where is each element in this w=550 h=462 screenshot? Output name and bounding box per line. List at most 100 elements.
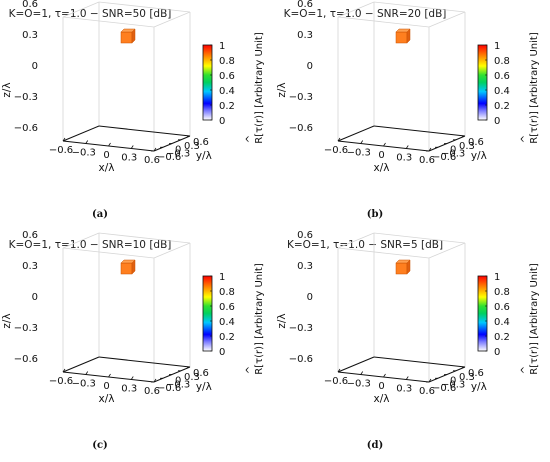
- floor-edge: [373, 356, 466, 368]
- y-tick-label: 0: [175, 145, 181, 156]
- floor-edge: [337, 356, 375, 373]
- colorbar-label-hat: ^: [245, 135, 256, 143]
- x-tick-mark: [130, 145, 134, 149]
- z-axis-label: z/λ: [276, 313, 288, 328]
- data-point: [120, 28, 136, 44]
- y-tick-label: 0.3: [184, 141, 200, 152]
- colorbar-label: R[τ(r)] [Arbitrary Unit]: [254, 263, 265, 375]
- x-tick-mark: [383, 142, 386, 147]
- z-tick-label: 0.6: [22, 230, 38, 241]
- chart-title: K=O=1, τ=1.0 − SNR=20 [dB]: [283, 8, 447, 20]
- colorbar-label: R[τ(r)] [Arbitrary Unit]: [529, 32, 540, 144]
- x-tick-mark: [405, 145, 409, 149]
- y-tick-label: 0.3: [184, 372, 200, 383]
- x-tick-mark: [428, 147, 432, 152]
- colorbar: [477, 275, 488, 352]
- y-tick-label: −0.6: [432, 152, 456, 163]
- z-tick-label: 0.3: [22, 261, 38, 272]
- bounding-box-edge: [98, 1, 191, 13]
- bounding-box-edge: [337, 232, 375, 249]
- z-tick-label: 0.3: [22, 30, 38, 41]
- z-tick-label: −0.3: [289, 323, 313, 334]
- y-tick-label: −0.6: [157, 152, 181, 163]
- x-tick-label: 0: [103, 381, 109, 392]
- x-axis-label: x/λ: [374, 393, 390, 405]
- bounding-box-edge: [337, 1, 375, 18]
- colorbar-label-hat: ^: [245, 366, 256, 374]
- x-tick-label: 0.6: [419, 155, 435, 166]
- colorbar-tick-label: 0.6: [494, 71, 510, 82]
- floor-edge: [98, 356, 191, 368]
- x-axis-label: x/λ: [374, 162, 390, 174]
- colorbar-tick-label: 0.2: [494, 101, 510, 112]
- colorbar-tick-label: 0: [494, 116, 500, 127]
- z-tick-label: 0.3: [297, 261, 313, 272]
- y-tick-label: −0.3: [166, 379, 190, 390]
- colorbar-tick-label: 0.8: [219, 287, 235, 298]
- chart-plot: −0.6−0.3 0 0.3 0.6x/λ−0.6−0.30 0.30.6y/λ0.60…: [1, 0, 265, 174]
- colorbar-tick-label: 0: [219, 116, 225, 127]
- y-tick-label: 0.6: [193, 368, 209, 379]
- colorbar: [477, 44, 488, 121]
- colorbar-tick-label: 0.6: [219, 302, 235, 313]
- colorbar-tick-label: 0.8: [494, 287, 510, 298]
- z-tick-label: 0.6: [22, 0, 38, 10]
- panel-caption: (b): [366, 209, 384, 220]
- z-axis-label: z/λ: [276, 82, 288, 97]
- chart-plot: −0.6−0.3 0 0.3 0.6x/λ−0.6−0.30 0.30.6y/λ0.60…: [276, 0, 540, 174]
- floor-edge: [62, 356, 100, 373]
- bounding-box-edge: [98, 232, 191, 244]
- chart-title: K=O=1, τ=1.0 − SNR=5 [dB]: [286, 239, 444, 251]
- z-tick-label: −0.6: [289, 123, 313, 134]
- chart-plot: −0.6−0.3 0 0.3 0.6x/λ−0.6−0.30 0.30.6y/λ0.60…: [276, 230, 540, 405]
- z-tick-label: −0.6: [14, 354, 38, 365]
- x-axis-label: x/λ: [99, 162, 115, 174]
- y-axis-label: y/λ: [196, 150, 212, 162]
- z-tick-label: 0.6: [297, 230, 313, 241]
- y-tick-label: −0.6: [157, 383, 181, 394]
- x-tick-mark: [360, 140, 364, 144]
- bounding-box-edge: [373, 1, 466, 13]
- y-tick-label: −0.3: [166, 148, 190, 159]
- z-tick-label: 0.3: [297, 30, 313, 41]
- colorbar-tick-label: 1: [494, 41, 500, 52]
- y-tick-label: −0.3: [441, 148, 465, 159]
- y-tick-label: 0: [175, 376, 181, 387]
- x-tick-label: 0.3: [121, 384, 137, 395]
- chart-panel-a: K=O=1, τ=1.0 − SNR=50 [dB] −0.6 −0.3 0 0.3 0…: [0, 0, 275, 231]
- bounding-box-edge: [62, 16, 155, 28]
- x-tick-label: 0: [378, 381, 384, 392]
- x-tick-mark: [85, 371, 89, 375]
- x-tick-mark: [360, 371, 364, 375]
- colorbar-tick-label: 0: [219, 347, 225, 358]
- data-point: [395, 28, 411, 44]
- colorbar-tick-label: 0.4: [494, 86, 510, 97]
- x-tick-label: 0.6: [144, 386, 160, 397]
- z-tick-label: −0.3: [14, 323, 38, 334]
- x-tick-mark: [153, 378, 157, 383]
- floor-edge: [62, 125, 100, 142]
- x-tick-mark: [62, 368, 66, 373]
- z-tick-label: 0: [307, 61, 313, 72]
- z-axis-label: z/λ: [1, 313, 13, 328]
- z-tick-label: −0.3: [14, 92, 38, 103]
- bounding-box-edge: [428, 11, 466, 28]
- y-axis-label: y/λ: [196, 381, 212, 393]
- y-tick-label: 0.6: [468, 368, 484, 379]
- colorbar-tick-label: 1: [219, 41, 225, 52]
- panel-caption: (d): [366, 440, 384, 451]
- colorbar: [202, 275, 213, 352]
- x-tick-mark: [108, 142, 111, 147]
- x-tick-mark: [62, 137, 66, 142]
- x-tick-label: −0.3: [347, 379, 371, 390]
- chart-panel-d: K=O=1, τ=1.0 − SNR=5 [dB] −0.6 −0.3 0 0.3 0.…: [275, 230, 550, 462]
- colorbar-tick-label: 0.8: [494, 56, 510, 67]
- floor-edge: [337, 125, 375, 142]
- x-tick-label: 0.3: [396, 384, 412, 395]
- data-point: [395, 259, 411, 275]
- bounding-box-edge: [153, 11, 191, 28]
- x-tick-mark: [383, 373, 386, 378]
- colorbar-tick-label: 0.2: [494, 332, 510, 343]
- floor-edge: [98, 125, 191, 137]
- floor-edge: [373, 125, 466, 137]
